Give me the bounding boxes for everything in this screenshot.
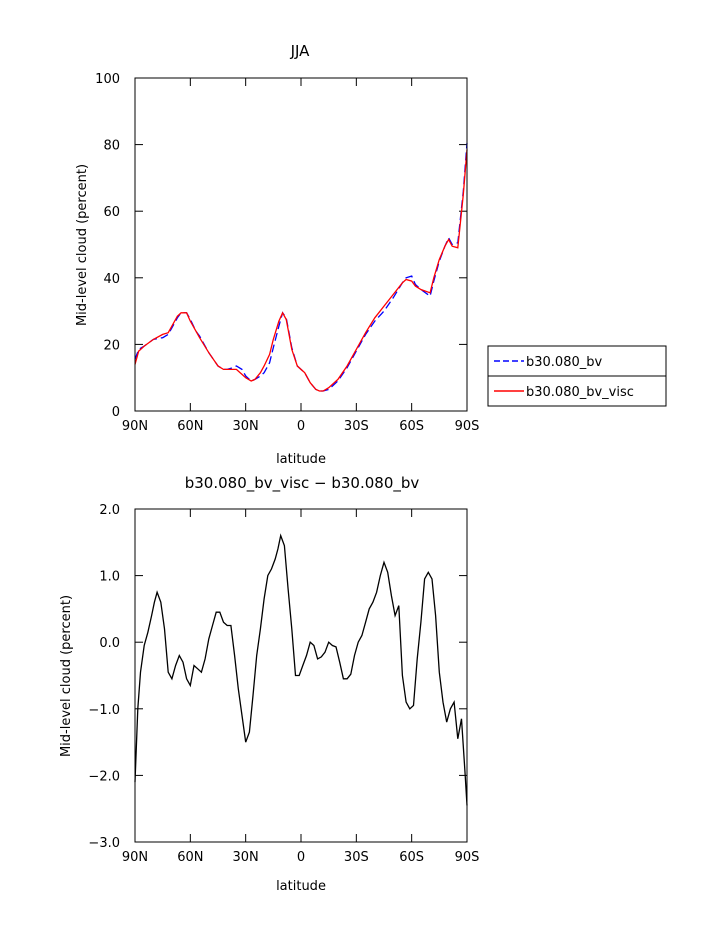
series-line-b30.080_bv_visc [134,149,468,392]
top-x-tick-labels: 90N 60N 30N 0 30S 60S 90S [122,419,480,434]
x-tick-label: 0 [297,419,305,434]
bottom-plot-series [134,533,468,806]
bottom-x-axis-title: latitude [276,879,326,894]
y-tick-label: 0 [112,405,120,420]
x-tick-label: 90N [122,850,148,865]
y-tick-label: 2.0 [99,503,120,518]
series-line-series-0 [134,533,468,806]
y-tick-label: 100 [95,72,120,87]
bottom-plot-ticks [134,508,468,843]
y-tick-label: 1.0 [99,570,120,585]
x-tick-label: 60S [399,419,424,434]
y-tick-label: −1.0 [88,703,120,718]
bottom-plot-frame [134,508,468,843]
x-tick-label: 30S [344,419,369,434]
y-tick-label: 80 [103,139,120,154]
panel-bottom: b30.080_bv_visc − b30.080_bv 90N 60N 30N 0 3… [59,474,479,894]
top-plot-frame [134,77,468,412]
bottom-chart-title: b30.080_bv_visc − b30.080_bv [185,474,420,493]
panel-top: JJA 90N 60N 30N 0 30S 60S 90S 0 20 40 60 80 100 lat… [75,42,667,467]
x-tick-label: 30N [233,850,259,865]
x-tick-label: 60N [177,850,203,865]
top-y-tick-labels: 0 20 40 60 80 100 [95,72,120,420]
x-tick-label: 30N [233,419,259,434]
legend-label-series-1: b30.080_bv_visc [526,385,634,400]
x-tick-label: 30S [344,850,369,865]
series-line-b30.080_bv [134,142,468,392]
x-tick-label: 90S [455,850,480,865]
x-tick-label: 0 [297,850,305,865]
x-tick-label: 90S [455,419,480,434]
bottom-y-tick-labels: 2.0 1.0 0.0 −1.0 −2.0 −3.0 [88,503,120,851]
legend-label-series-0: b30.080_bv [526,355,602,370]
top-plot-ticks [134,77,468,412]
y-tick-label: 60 [103,205,120,220]
y-tick-label: 20 [103,338,120,353]
top-plot-series [134,142,468,392]
legend: b30.080_bv b30.080_bv_visc [487,345,667,407]
x-tick-label: 90N [122,419,148,434]
bottom-y-axis-title: Mid-level cloud (percent) [59,595,74,757]
top-x-axis-title: latitude [276,452,326,467]
y-tick-label: −2.0 [88,769,120,784]
y-tick-label: 40 [103,272,120,287]
top-y-axis-title: Mid-level cloud (percent) [75,164,90,326]
y-tick-label: −3.0 [88,836,120,851]
x-tick-label: 60S [399,850,424,865]
x-tick-label: 60N [177,419,203,434]
bottom-x-tick-labels: 90N 60N 30N 0 30S 60S 90S [122,850,480,865]
y-tick-label: 0.0 [99,636,120,651]
top-chart-title: JJA [290,42,311,60]
